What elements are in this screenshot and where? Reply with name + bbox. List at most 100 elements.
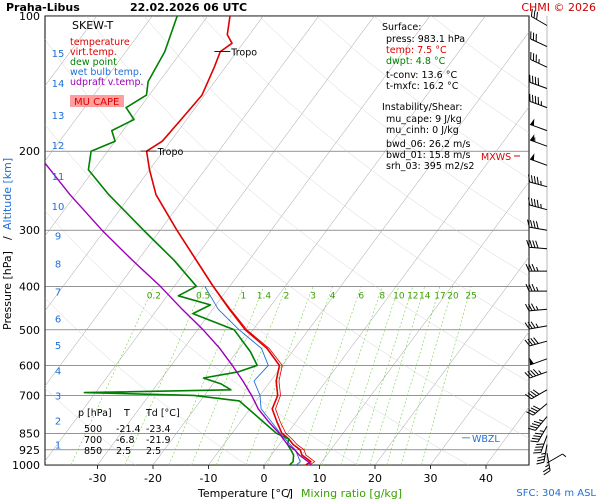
wind-barb — [530, 118, 549, 131]
mixing-ratio-label: 20 — [447, 291, 459, 301]
wind-barb-flag — [532, 284, 535, 291]
altitude-tick-label: 7 — [55, 288, 61, 299]
chart-title: SKEW-T — [72, 19, 114, 32]
table-cell: -21.4 — [116, 424, 141, 435]
temperature-axis: -30 -20 -10 0 10 20 30 40 — [89, 465, 493, 485]
mixing-ratio-axis-title: Mixing ratio [g/kg] — [301, 487, 402, 500]
axis-title-separator: / — [1, 236, 14, 240]
pressure-tick-label: 850 — [19, 427, 40, 440]
isotherm-label: -90 °C — [574, 35, 600, 45]
wind-barb — [526, 398, 547, 417]
wbzl-label: WBZL — [472, 434, 500, 445]
table-cell: 700 — [84, 435, 102, 446]
altitude-tick-label: 8 — [55, 260, 61, 271]
wind-barb-shaft — [530, 124, 547, 130]
wind-barb — [527, 198, 549, 210]
altitude-tick-label: 3 — [55, 392, 61, 403]
table-cell: 2.5 — [146, 446, 161, 457]
wind-barb-flag — [535, 177, 540, 185]
altitude-tick-label: 12 — [52, 141, 65, 152]
wind-barb-half-flag — [545, 465, 549, 467]
mixing-ratio-label: 6 — [358, 291, 364, 301]
mu-cape-value: mu_cape: 9 J/kg — [386, 114, 462, 125]
wind-barb — [528, 52, 550, 67]
mixing-ratio-label: 4 — [330, 291, 336, 301]
wind-barb-half-flag — [537, 287, 539, 291]
altitude-tick-label: 15 — [52, 49, 65, 60]
isotherm-label: -20 — [581, 221, 596, 231]
wind-barb-flag — [533, 176, 538, 184]
pressure-tick-label: 500 — [19, 324, 40, 337]
pressure-tick-label: 300 — [19, 224, 40, 237]
srh-03-value: srh_03: 395 m2/s2 — [386, 161, 474, 172]
temperature-tick-label: 0 — [261, 472, 268, 485]
legend-item: udpraft v.temp. — [70, 77, 144, 88]
mixing-ratio-label: 12 — [407, 291, 418, 301]
mixing-ratio-label: 10 — [393, 291, 405, 301]
surface-press: press: 983.1 hPa — [386, 34, 465, 45]
wind-barb-half-flag — [536, 306, 538, 310]
temperature-tick-label: -30 — [89, 472, 107, 485]
wind-barb-flag — [538, 455, 545, 459]
pressure-tick-label: 100 — [19, 10, 40, 23]
temperature-tick-label: 10 — [313, 472, 327, 485]
table-cell: 850 — [84, 446, 102, 457]
wind-barb-shaft — [547, 454, 563, 463]
temperature-tick-label: 20 — [368, 472, 382, 485]
temperature-tick-label: 40 — [479, 472, 493, 485]
table-cell: -21.9 — [146, 435, 171, 446]
wind-barb-flag — [532, 221, 536, 228]
pressure-tick-label: 700 — [19, 389, 40, 402]
wind-barb-flag — [535, 241, 539, 248]
isotherm-label: -60 — [563, 113, 578, 123]
isotherm-line — [542, 16, 600, 465]
wind-barb — [528, 31, 550, 46]
altitude-tick-label: 13 — [52, 111, 65, 122]
mixing-ratio-label: 14 — [419, 291, 431, 301]
temperature-tick-label: -10 — [200, 472, 218, 485]
table-cell: -6.8 — [116, 435, 135, 446]
table-cell: 500 — [84, 424, 102, 435]
temperature-tick-label: 30 — [424, 472, 438, 485]
mixing-ratio-label: 2 — [284, 291, 290, 301]
wind-barb — [530, 153, 549, 166]
station-title: Praha-Libus — [6, 1, 80, 14]
temperature-tick-label: -20 — [144, 472, 162, 485]
wind-barb-half-flag — [537, 267, 539, 271]
wind-barb — [527, 94, 549, 108]
isotherm-label: -70 — [566, 76, 581, 86]
wind-barb-pennant — [530, 153, 536, 161]
altitude-tick-label: 2 — [55, 416, 61, 427]
wind-barb-flag — [535, 200, 540, 208]
wind-barb-half-flag — [563, 453, 566, 457]
isotherm-label: -40 — [574, 160, 589, 170]
table-header-td: Td [°C] — [145, 408, 180, 419]
wind-barb — [527, 75, 549, 89]
tropopause-label: Tropo — [157, 147, 184, 158]
bwd-06-value: bwd_06: 26.2 m/s — [386, 139, 471, 150]
instability-title: Instability/Shear: — [382, 102, 462, 113]
table-header-t: T — [123, 408, 130, 419]
mixing-ratio-label: 8 — [379, 291, 385, 301]
wind-barb-half-flag — [539, 370, 542, 374]
wind-barb-pennant — [530, 133, 536, 141]
altitude-tick-label: 10 — [52, 202, 65, 213]
altitude-tick-label: 6 — [55, 315, 61, 326]
wind-barbs — [525, 9, 566, 475]
wind-barb-shaft — [530, 159, 547, 165]
isotherm-label: -30 — [576, 190, 591, 200]
table-header-p: p [hPa] — [78, 408, 112, 419]
wind-barb-half-flag — [536, 324, 538, 328]
pressure-tick-label: 1000 — [12, 459, 40, 472]
surface-temp: temp: 7.5 °C — [386, 45, 447, 56]
table-cell: -23.4 — [146, 424, 171, 435]
surface-tmxfc: t-mxfc: 16.2 °C — [386, 81, 459, 92]
altitude-tick-label: 5 — [55, 341, 61, 352]
bwd-01-value: bwd_01: 15.8 m/s — [386, 150, 471, 161]
xaxis-title-separator: / — [287, 487, 291, 500]
wind-barb-flag — [532, 241, 536, 248]
mixing-ratio-label: 17 — [434, 291, 445, 301]
wind-barb — [528, 412, 547, 433]
